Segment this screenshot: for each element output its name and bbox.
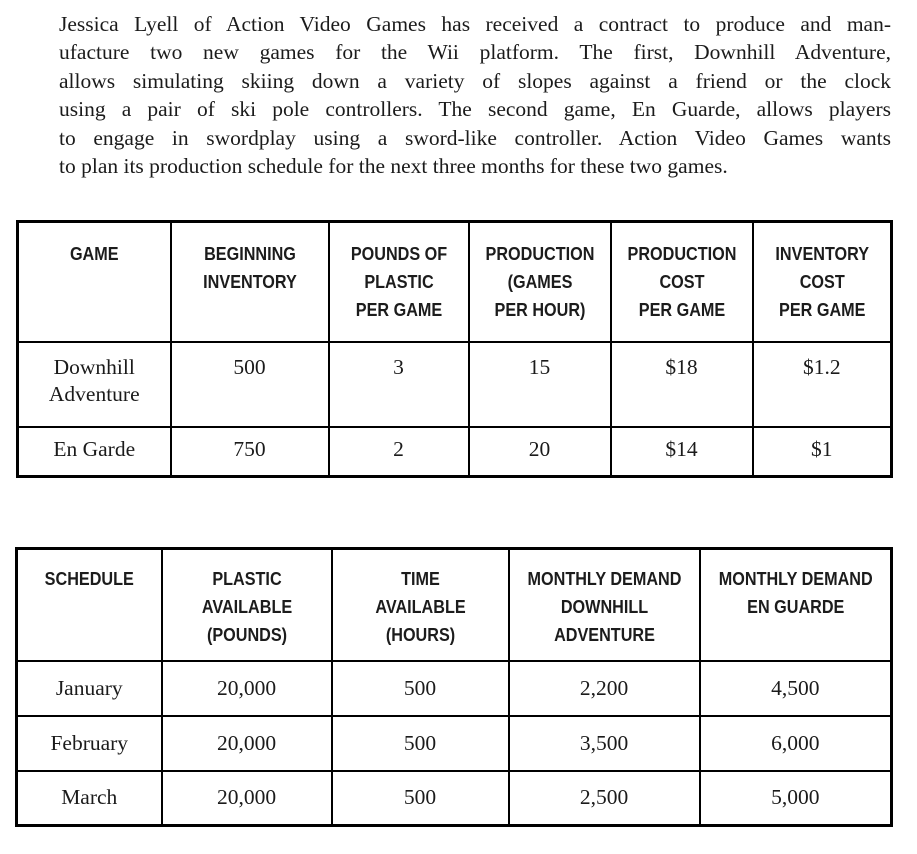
header-schedule: SCHEDULE bbox=[15, 547, 163, 662]
header-pounds-of-plastic-label: POUNDS OF PLASTIC PER GAME bbox=[350, 244, 447, 320]
cell-plastic-available: 20,000 bbox=[160, 769, 333, 827]
cell-demand-downhill: 2,200 bbox=[507, 659, 701, 717]
cell-month: February bbox=[15, 714, 163, 772]
header-production-cost: PRODUCTION COST PER GAME bbox=[609, 220, 754, 343]
cell-beginning-inventory: 750 bbox=[169, 425, 330, 478]
cell-month: January bbox=[15, 659, 163, 717]
cell-month: March bbox=[15, 769, 163, 827]
intro-paragraph: Jessica Lyell of Action Video Games has … bbox=[59, 10, 891, 180]
paragraph-line: allows simulating skiing down a variety … bbox=[59, 68, 891, 93]
paragraph-line: ufacture two new games for the Wii platf… bbox=[59, 40, 891, 65]
header-schedule-label: SCHEDULE bbox=[44, 569, 134, 589]
cell-demand-downhill: 3,500 bbox=[507, 714, 701, 772]
cell-time-available: 500 bbox=[330, 714, 510, 772]
schedule-table-header-row: SCHEDULE PLASTIC AVAILABLE (POUNDS) TIME… bbox=[15, 547, 893, 662]
header-production-rate-label: PRODUCTION (GAMES PER HOUR) bbox=[485, 244, 594, 320]
header-time-available: TIME AVAILABLE (HOURS) bbox=[330, 547, 510, 662]
header-monthly-demand-downhill-label: MONTHLY DEMAND DOWNHILL ADVENTURE bbox=[527, 569, 681, 645]
cell-game-value: En Garde bbox=[53, 436, 136, 461]
header-pounds-of-plastic: POUNDS OF PLASTIC PER GAME bbox=[327, 220, 470, 343]
production-table-header-row: GAME BEGINNING INVENTORY POUNDS OF PLAST… bbox=[16, 220, 893, 343]
table-row-january: January 20,000 500 2,200 4,500 bbox=[15, 659, 893, 717]
cell-pounds-of-plastic: 2 bbox=[327, 425, 470, 478]
production-table: GAME BEGINNING INVENTORY POUNDS OF PLAST… bbox=[16, 220, 893, 478]
paragraph-line: to plan its production schedule for the … bbox=[59, 154, 728, 179]
header-game-label: GAME bbox=[69, 244, 119, 264]
cell-game: En Garde bbox=[16, 425, 172, 478]
table-row-en-garde: En Garde 750 2 20 $14 $1 bbox=[16, 425, 893, 478]
cell-pounds-of-plastic: 3 bbox=[327, 340, 470, 428]
cell-time-available: 500 bbox=[330, 659, 510, 717]
header-monthly-demand-en-guarde: MONTHLY DEMAND EN GUARDE bbox=[698, 547, 893, 662]
cell-production-rate: 20 bbox=[467, 425, 612, 478]
table-row-downhill-adventure: Downhill Adventure 500 3 15 $18 $1.2 bbox=[16, 340, 893, 428]
cell-production-rate: 15 bbox=[467, 340, 612, 428]
cell-demand-en-guarde: 4,500 bbox=[698, 659, 893, 717]
cell-inventory-cost: $1.2 bbox=[751, 340, 893, 428]
header-beginning-inventory-label: BEGINNING INVENTORY bbox=[202, 244, 297, 292]
paragraph-line: Jessica Lyell of Action Video Games has … bbox=[59, 12, 891, 36]
header-plastic-available-label: PLASTIC AVAILABLE (POUNDS) bbox=[201, 569, 292, 645]
schedule-table: SCHEDULE PLASTIC AVAILABLE (POUNDS) TIME… bbox=[15, 547, 893, 827]
cell-game: Downhill Adventure bbox=[16, 340, 172, 428]
cell-demand-en-guarde: 5,000 bbox=[698, 769, 893, 827]
cell-plastic-available: 20,000 bbox=[160, 714, 333, 772]
cell-demand-downhill: 2,500 bbox=[507, 769, 701, 827]
cell-time-available: 500 bbox=[330, 769, 510, 827]
table-row-february: February 20,000 500 3,500 6,000 bbox=[15, 714, 893, 772]
cell-beginning-inventory: 500 bbox=[169, 340, 330, 428]
cell-inventory-cost: $1 bbox=[751, 425, 893, 478]
cell-production-cost: $14 bbox=[609, 425, 754, 478]
cell-production-cost: $18 bbox=[609, 340, 754, 428]
paragraph-line: using a pair of ski pole controllers. Th… bbox=[59, 97, 891, 122]
header-production-rate: PRODUCTION (GAMES PER HOUR) bbox=[467, 220, 612, 343]
header-game: GAME bbox=[16, 220, 172, 343]
header-inventory-cost-label: INVENTORY COST PER GAME bbox=[774, 244, 869, 320]
header-plastic-available: PLASTIC AVAILABLE (POUNDS) bbox=[160, 547, 333, 662]
header-monthly-demand-en-guarde-label: MONTHLY DEMAND EN GUARDE bbox=[718, 569, 873, 617]
table-row-march: March 20,000 500 2,500 5,000 bbox=[15, 769, 893, 827]
header-monthly-demand-downhill: MONTHLY DEMAND DOWNHILL ADVENTURE bbox=[507, 547, 701, 662]
header-beginning-inventory: BEGINNING INVENTORY bbox=[169, 220, 330, 343]
cell-game-value: Downhill Adventure bbox=[48, 354, 140, 406]
header-inventory-cost: INVENTORY COST PER GAME bbox=[751, 220, 893, 343]
header-production-cost-label: PRODUCTION COST PER GAME bbox=[627, 244, 736, 320]
cell-demand-en-guarde: 6,000 bbox=[698, 714, 893, 772]
paragraph-line: to engage in swordplay using a sword-lik… bbox=[59, 125, 891, 150]
cell-plastic-available: 20,000 bbox=[160, 659, 333, 717]
header-time-available-label: TIME AVAILABLE (HOURS) bbox=[374, 569, 466, 645]
